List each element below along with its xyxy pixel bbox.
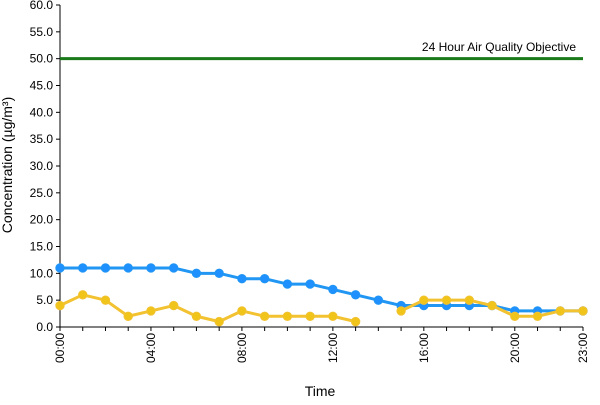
- series-2-point: [532, 311, 543, 321]
- x-tick-label: 23:00: [576, 333, 590, 363]
- series-1-point: [146, 263, 156, 273]
- series-2-point: [464, 295, 475, 305]
- y-tick-label: 0.0: [36, 320, 53, 334]
- y-axis-title: Concentration (µg/m³): [0, 97, 15, 233]
- y-tick-label: 45.0: [30, 79, 54, 93]
- series-1-point: [123, 263, 133, 273]
- x-tick-label: 08:00: [235, 333, 249, 363]
- series-2-point: [510, 311, 520, 321]
- series-2-point: [487, 300, 497, 311]
- series-1-point: [100, 263, 111, 273]
- y-tick-label: 20.0: [30, 213, 54, 227]
- x-tick-label: 16:00: [417, 333, 431, 363]
- series-1-point: [305, 279, 315, 289]
- y-tick-label: 10.0: [30, 266, 54, 280]
- x-tick-label: 12:00: [326, 333, 340, 363]
- y-tick-label: 15.0: [30, 240, 54, 254]
- series-1-point: [282, 279, 293, 289]
- series-1-point: [214, 268, 224, 279]
- reference-line-label: 24 Hour Air Quality Objective: [422, 40, 576, 54]
- series-2-point: [78, 290, 88, 300]
- y-tick-label: 30.0: [30, 159, 54, 173]
- y-tick-label: 50.0: [30, 52, 54, 66]
- series-2-point: [419, 295, 429, 305]
- x-tick-label: 20:00: [508, 333, 522, 363]
- series-2-point: [555, 306, 565, 316]
- series-1-point: [259, 274, 270, 284]
- series-1-point: [328, 284, 338, 295]
- series-1-point: [168, 263, 179, 273]
- series-1-point: [55, 263, 65, 273]
- series-2-point: [305, 311, 315, 321]
- series-2-point: [282, 311, 293, 321]
- x-tick-label: 00:00: [53, 333, 67, 363]
- x-tick-label: 04:00: [144, 333, 158, 363]
- series-2-point: [578, 306, 588, 316]
- series-2-point: [123, 311, 133, 321]
- series-1-point: [237, 274, 247, 284]
- series-2-point: [237, 306, 247, 316]
- series-1-point: [350, 290, 361, 300]
- y-tick-label: 40.0: [30, 105, 54, 119]
- series-1-point: [373, 295, 384, 305]
- series-2-point: [55, 300, 65, 311]
- x-axis-title: Time: [305, 383, 336, 399]
- series-2-point: [441, 295, 452, 305]
- y-tick-label: 60.0: [30, 0, 54, 12]
- series-2-point: [146, 306, 156, 316]
- y-tick-label: 35.0: [30, 132, 54, 146]
- series-2-point: [191, 311, 202, 321]
- series-2-point: [100, 295, 111, 305]
- series-2-point: [328, 311, 338, 321]
- series-2-point: [168, 300, 179, 311]
- series-2-point: [350, 316, 361, 327]
- y-tick-label: 25.0: [30, 186, 54, 200]
- series-1-line: [60, 266, 583, 313]
- y-tick-label: 55.0: [30, 25, 54, 39]
- series-2-point: [214, 316, 224, 327]
- series-2-point: [259, 311, 270, 321]
- series-1-point: [191, 268, 202, 279]
- series-2-point: [396, 306, 406, 316]
- y-tick-label: 5.0: [36, 293, 53, 307]
- series-1-point: [78, 263, 88, 273]
